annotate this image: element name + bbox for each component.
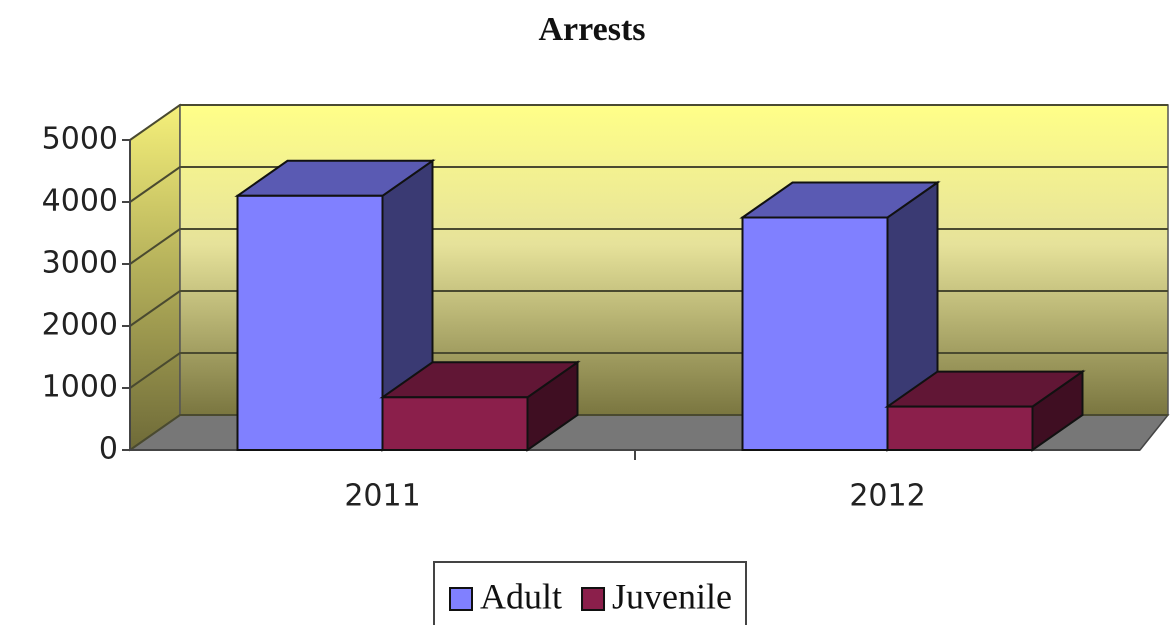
side-wall [129,103,181,452]
y-tick-label: 0 [99,432,118,467]
grid-line [129,104,1168,141]
y-tick-label: 3000 [42,246,118,281]
y-tick-label: 4000 [42,184,118,219]
bar [739,180,941,452]
x-tick-label: 2012 [849,479,925,514]
legend-label: Adult [480,576,562,616]
bar [884,369,1086,452]
bar [379,360,581,452]
bar-front [381,396,529,451]
y-tick-label: 2000 [42,308,118,343]
bar-front [741,216,889,451]
y-tick-label: 1000 [42,370,118,405]
legend-swatch [449,587,473,611]
grid-line [129,166,1168,203]
y-tick-label: 5000 [42,122,118,157]
x-tick-label: 2011 [344,479,420,514]
bar-front [886,405,1034,452]
legend: Adult Juvenile [433,561,747,625]
chart-title: Arrests [539,11,646,48]
legend-label: Juvenile [612,576,732,616]
legend-swatch [581,587,606,611]
bar-front [236,194,384,451]
bar [234,158,436,452]
